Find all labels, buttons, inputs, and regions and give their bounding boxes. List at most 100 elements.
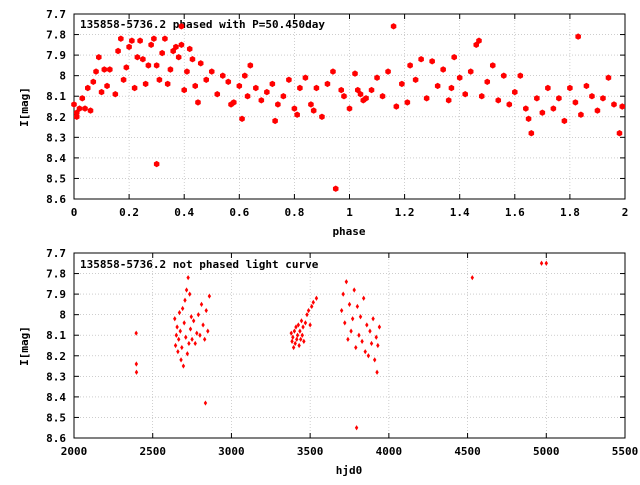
data-point (184, 68, 190, 75)
data-point (295, 332, 300, 338)
data-point (129, 37, 135, 44)
data-point (195, 330, 199, 336)
data-point (289, 330, 293, 336)
data-point (156, 76, 163, 83)
data-point (182, 320, 186, 326)
phased-y-ticks: 7.7 7.8 7.9 8 8.1 8.2 8.3 8.4 8.5 8.6 (46, 8, 625, 206)
data-point (556, 95, 562, 102)
data-point (126, 43, 132, 51)
data-point (301, 324, 305, 330)
phased-x-axis-label: phase (332, 225, 365, 238)
x-tick-label: 2500 (139, 445, 166, 458)
data-point (310, 303, 314, 310)
x-tick-label: 1.4 (450, 206, 470, 219)
data-point (363, 349, 367, 355)
data-point (567, 84, 573, 92)
data-point (184, 287, 189, 293)
data-point (167, 66, 174, 73)
data-point (357, 90, 364, 98)
data-point (476, 37, 482, 44)
data-point (313, 84, 320, 92)
data-point (448, 84, 455, 92)
x-tick-label: 4000 (376, 445, 403, 458)
x-tick-label: 3000 (218, 445, 245, 458)
data-point (264, 88, 270, 96)
unphased-gridlines (74, 253, 625, 438)
data-point (298, 336, 303, 342)
x-tick-label: 0.8 (284, 206, 304, 219)
data-point (517, 72, 524, 79)
data-point (104, 82, 110, 90)
data-point (193, 340, 197, 347)
data-point (376, 342, 380, 349)
x-tick-label: 3500 (297, 445, 324, 458)
x-tick-label: 5000 (533, 445, 560, 458)
data-point (118, 35, 124, 42)
data-point (311, 299, 315, 305)
data-point (258, 97, 265, 104)
data-point (451, 53, 457, 61)
data-point (605, 74, 612, 81)
data-point (462, 90, 468, 98)
data-point (575, 33, 581, 40)
data-point (142, 80, 149, 88)
data-point (87, 107, 94, 114)
data-point (134, 53, 141, 61)
data-point (286, 76, 292, 83)
data-point (175, 53, 182, 61)
data-point (295, 336, 299, 342)
data-point (175, 324, 179, 330)
y-tick-label: 8.2 (46, 111, 66, 124)
data-point (619, 103, 626, 110)
data-point (298, 328, 302, 334)
data-point (319, 113, 325, 120)
data-point (153, 62, 160, 69)
data-point (208, 68, 215, 75)
y-tick-label: 7.7 (46, 8, 66, 21)
data-point (306, 307, 311, 314)
data-point (545, 84, 551, 92)
data-point (290, 338, 294, 344)
y-tick-label: 8.5 (46, 411, 66, 424)
data-point (272, 117, 278, 125)
x-tick-label: 0.4 (174, 206, 194, 219)
data-point (407, 62, 413, 69)
data-point (186, 275, 190, 281)
data-point (207, 293, 212, 299)
data-point (203, 76, 210, 83)
data-point (379, 93, 386, 100)
data-point (199, 301, 204, 307)
x-tick-label: 2000 (61, 445, 88, 458)
data-point (360, 338, 364, 344)
data-point (368, 86, 375, 94)
data-point (189, 314, 193, 320)
data-point (178, 23, 185, 30)
y-tick-label: 7.9 (46, 288, 66, 301)
y-tick-label: 8.5 (46, 172, 66, 185)
data-point (484, 78, 491, 86)
data-point (190, 336, 194, 342)
data-point (616, 130, 623, 137)
data-point (242, 72, 248, 79)
data-point (76, 105, 83, 112)
phased-gridlines (74, 14, 625, 199)
data-point (247, 62, 254, 69)
data-point (189, 56, 196, 63)
data-point (188, 326, 193, 332)
data-point (82, 105, 88, 112)
data-point (148, 41, 154, 49)
data-point (539, 109, 546, 116)
data-point (236, 82, 243, 90)
data-point (456, 74, 463, 81)
data-point (523, 105, 529, 112)
data-point (180, 344, 184, 351)
data-point (302, 74, 309, 81)
data-point (354, 344, 358, 351)
data-point (341, 93, 347, 100)
data-point (198, 332, 202, 338)
data-point (177, 310, 182, 316)
data-point (228, 101, 234, 108)
y-tick-label: 7.9 (46, 49, 66, 62)
data-point (173, 43, 179, 51)
